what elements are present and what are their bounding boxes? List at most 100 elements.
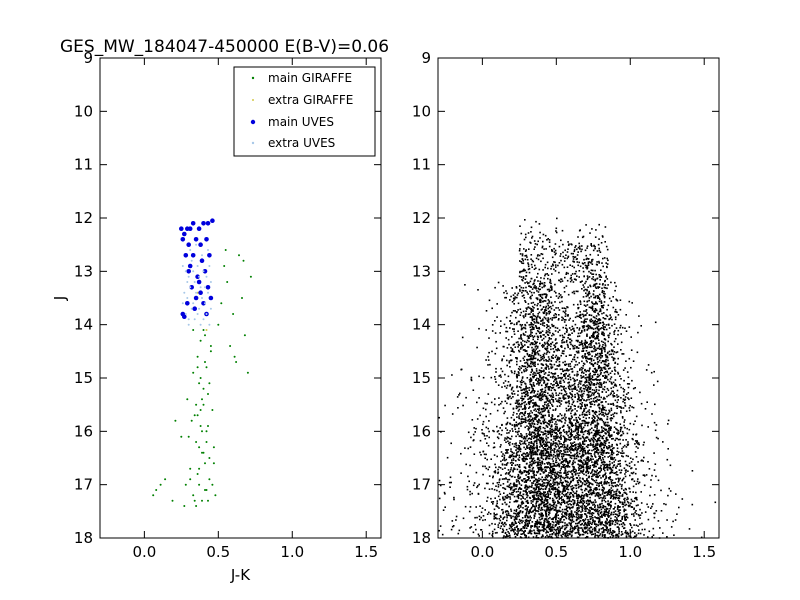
star-point: [605, 452, 607, 454]
star-point: [606, 356, 609, 359]
star-point: [539, 439, 542, 442]
star-point: [536, 432, 539, 435]
star-point: [511, 523, 513, 525]
star-point: [586, 536, 589, 538]
star-point: [557, 401, 560, 403]
star-point: [571, 398, 574, 401]
star-point: [604, 497, 607, 499]
star-point: [608, 427, 610, 430]
star-point: [624, 504, 626, 507]
star-point: [455, 515, 458, 518]
star-point: [584, 288, 586, 291]
star-point: [499, 402, 502, 405]
star-point: [572, 520, 575, 523]
left-points: [152, 218, 252, 507]
star-point: [521, 389, 524, 391]
star-point: [624, 460, 627, 463]
star-point: [602, 463, 604, 466]
star-point: [527, 419, 530, 421]
star-point: [583, 399, 585, 401]
star-point: [606, 278, 609, 280]
star-point: [585, 463, 588, 466]
star-point: [537, 434, 540, 436]
star-point: [560, 497, 562, 499]
star-point: [602, 388, 604, 390]
star-point: [527, 293, 529, 295]
star-point: [524, 417, 527, 419]
star-point: [528, 444, 530, 446]
star-point: [630, 502, 632, 505]
star-point: [599, 308, 602, 310]
extra-uves-point: [207, 249, 209, 251]
star-point: [554, 488, 557, 491]
star-point: [606, 364, 609, 366]
star-point: [512, 459, 515, 461]
star-point: [634, 387, 636, 389]
star-point: [560, 253, 562, 255]
star-point: [537, 272, 539, 275]
star-point: [544, 266, 546, 269]
star-point: [615, 311, 618, 313]
star-point: [546, 531, 548, 533]
star-point: [607, 447, 610, 449]
star-point: [511, 322, 513, 324]
star-point: [556, 456, 559, 458]
star-point: [520, 425, 522, 427]
star-point: [500, 376, 502, 378]
star-point: [457, 407, 459, 409]
star-point: [500, 434, 503, 436]
star-point: [596, 531, 598, 533]
star-point: [542, 502, 544, 504]
star-point: [516, 431, 519, 434]
star-point: [524, 362, 526, 364]
star-point: [532, 373, 534, 375]
star-point: [518, 530, 520, 532]
star-point: [527, 268, 530, 271]
star-point: [629, 474, 631, 477]
star-point: [524, 453, 527, 455]
star-point: [627, 504, 630, 507]
star-point: [604, 501, 607, 503]
star-point: [513, 482, 515, 484]
star-point: [508, 343, 510, 346]
star-point: [547, 319, 550, 321]
star-point: [525, 403, 528, 406]
star-point: [565, 319, 567, 321]
star-point: [522, 333, 525, 336]
star-point: [504, 488, 507, 490]
star-point: [611, 523, 614, 525]
star-point: [530, 502, 533, 504]
star-point: [531, 305, 534, 308]
star-point: [543, 284, 545, 286]
star-point: [510, 350, 513, 352]
star-point: [533, 350, 536, 353]
star-point: [572, 401, 574, 404]
star-point: [603, 534, 606, 537]
star-point: [528, 340, 530, 343]
star-point: [540, 309, 543, 311]
star-point: [599, 435, 602, 437]
star-point: [563, 519, 565, 521]
star-point: [484, 465, 486, 468]
star-point: [533, 286, 535, 289]
star-point: [547, 411, 550, 413]
star-point: [530, 231, 532, 233]
star-point: [564, 419, 567, 422]
star-point: [551, 444, 554, 446]
star-point: [578, 472, 581, 474]
star-point: [539, 411, 542, 414]
y-axis-label: J: [51, 296, 69, 301]
star-point: [513, 500, 516, 503]
star-point: [599, 506, 602, 509]
star-point: [537, 280, 539, 282]
star-point: [554, 428, 557, 431]
star-point: [623, 399, 626, 401]
star-point: [622, 439, 624, 441]
star-point: [640, 325, 642, 327]
star-point: [584, 526, 587, 528]
star-point: [492, 475, 494, 478]
star-point: [539, 484, 542, 487]
star-point: [618, 514, 621, 516]
star-point: [605, 375, 607, 378]
star-point: [538, 477, 540, 480]
